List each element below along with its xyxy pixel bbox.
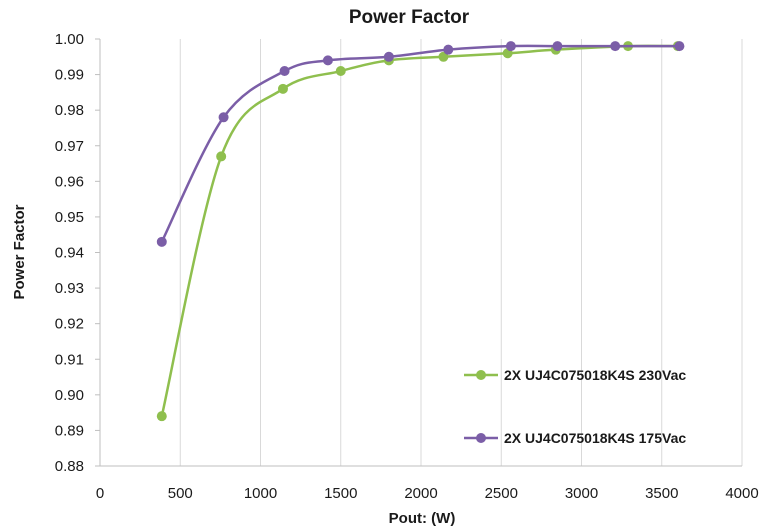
legend-swatch-marker (476, 433, 486, 443)
legend-label: 2X UJ4C075018K4S 175Vac (504, 430, 686, 446)
x-tick-label: 3000 (565, 485, 598, 502)
y-tick-label: 0.91 (55, 351, 84, 368)
y-tick-label: 0.96 (55, 173, 84, 190)
y-tick-label: 1.00 (55, 31, 84, 48)
y-tick-label: 0.94 (55, 245, 84, 262)
y-axis-title: Power Factor (11, 204, 28, 299)
grid-lines (99, 39, 743, 466)
data-point (438, 51, 449, 62)
x-tick-label: 2500 (485, 485, 518, 502)
y-tick-label: 0.95 (55, 209, 84, 226)
series-2 (156, 41, 685, 247)
chart-title: Power Factor (349, 7, 470, 28)
y-tick-label: 0.89 (55, 422, 84, 439)
data-point (552, 41, 563, 52)
series-line (160, 44, 678, 417)
x-tick-label: 1500 (324, 485, 357, 502)
data-point (218, 112, 229, 123)
x-tick-labels: 0 500 1000 1500 2000 2500 3000 3500 4000 (96, 485, 759, 502)
y-tick-labels: 0.88 0.89 0.90 0.91 0.92 0.93 0.94 0.95 0.96 0.97… (55, 31, 84, 475)
y-tick-label: 0.97 (55, 138, 84, 155)
y-tick-label: 0.90 (55, 387, 84, 404)
y-tick-label: 0.92 (55, 316, 84, 333)
y-tick-label: 0.98 (55, 102, 84, 119)
x-tick-label: 4000 (725, 485, 758, 502)
x-tick-label: 1000 (244, 485, 277, 502)
series-line (160, 44, 680, 243)
data-point (505, 41, 516, 52)
legend-swatch-marker (476, 370, 486, 380)
x-tick-label: 2000 (404, 485, 437, 502)
series-layer (156, 41, 685, 422)
data-point (322, 55, 333, 66)
y-tick-label: 0.88 (55, 458, 84, 475)
data-point (156, 236, 167, 247)
x-tick-label: 500 (168, 485, 193, 502)
data-point (674, 41, 685, 52)
data-point (279, 66, 290, 77)
data-point (383, 51, 394, 62)
y-tick-label: 0.99 (55, 67, 84, 84)
data-point (610, 41, 621, 52)
series-1 (156, 41, 683, 422)
x-axis-title: Pout: (W) (389, 510, 456, 527)
data-point (335, 66, 346, 77)
x-tick-label: 3500 (645, 485, 678, 502)
legend-item: 2X UJ4C075018K4S 175Vac (464, 430, 686, 446)
axes (95, 38, 742, 467)
legend-item: 2X UJ4C075018K4S 230Vac (464, 367, 686, 383)
data-point (156, 411, 167, 422)
legend: 2X UJ4C075018K4S 230Vac 2X UJ4C075018K4S … (464, 367, 686, 446)
data-point (277, 83, 288, 94)
x-tick-label: 0 (96, 485, 104, 502)
y-tick-label: 0.93 (55, 280, 84, 297)
data-point (443, 44, 454, 55)
legend-label: 2X UJ4C075018K4S 230Vac (504, 367, 686, 383)
data-point (216, 151, 227, 162)
